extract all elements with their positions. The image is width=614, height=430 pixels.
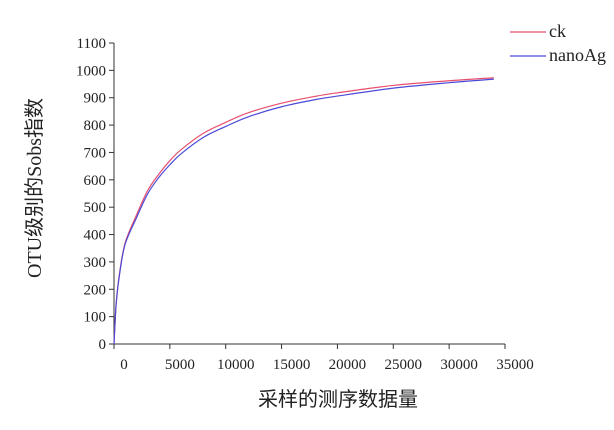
series-line-nanoAg (113, 78, 494, 345)
series-line-ck (113, 77, 494, 345)
series-lines (113, 77, 494, 345)
y-tick-label: 600 (84, 173, 107, 189)
y-tick-label: 100 (84, 310, 107, 326)
y-tick-label: 700 (84, 145, 107, 161)
legend-label-nanoAg: nanoAg (549, 45, 606, 65)
y-tick-label: 1100 (77, 36, 106, 52)
x-tick-label: 5000 (165, 357, 195, 373)
y-tick-label: 300 (84, 255, 107, 271)
x-tick-label: 25000 (385, 357, 423, 373)
legend: ck nanoAg (510, 21, 606, 65)
x-tick-label: 10000 (217, 357, 255, 373)
y-axis-title: OTU级别的Sobs指数 (23, 98, 46, 278)
x-tick-label: 30000 (440, 357, 478, 373)
legend-label-ck: ck (549, 21, 566, 41)
x-tick-label: 35000 (496, 357, 534, 373)
axes: 0 100 200 300 400 500 600 700 800 900 1000 1100 0 500… (76, 36, 534, 373)
x-tick-label: 20000 (329, 357, 367, 373)
x-tick-label: 0 (120, 357, 128, 373)
y-tick-label: 900 (84, 91, 107, 107)
x-tick-label: 15000 (273, 357, 311, 373)
y-tick-label: 1000 (76, 63, 106, 79)
y-tick-label: 200 (84, 282, 107, 298)
x-axis-title: 采样的测序数据量 (258, 388, 418, 411)
y-tick-label: 0 (99, 337, 107, 353)
y-tick-label: 400 (84, 228, 107, 244)
y-tick-label: 500 (84, 200, 107, 216)
y-tick-label: 800 (84, 118, 107, 134)
